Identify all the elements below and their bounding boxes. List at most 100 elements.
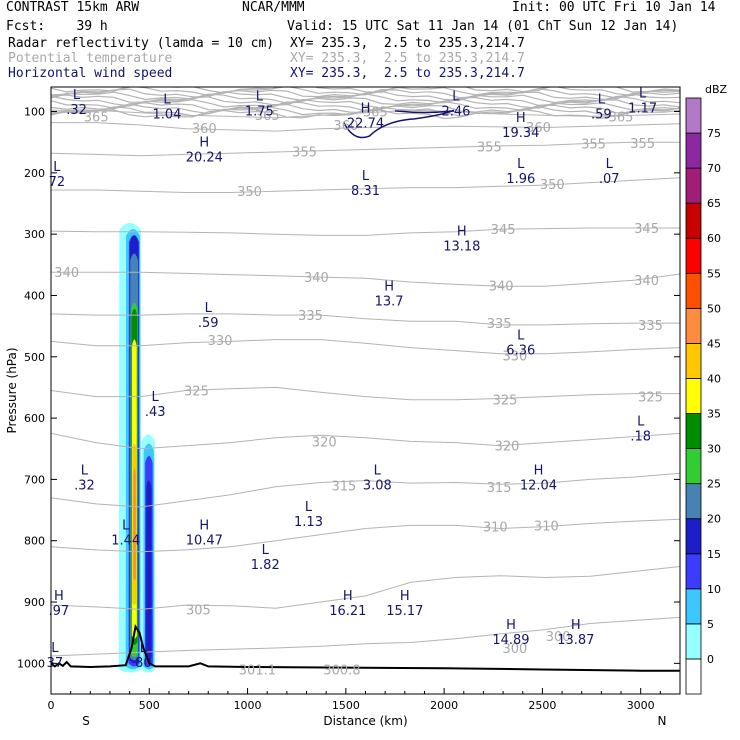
theta-band-line xyxy=(51,90,680,102)
colorbar-label: 0 xyxy=(707,653,714,666)
wind-extremum-type: L xyxy=(140,641,148,656)
axes: 100 200 300 400 500 600 700 800 900 1000 0 500 1000 1… xyxy=(5,106,680,728)
theta-label: 340 xyxy=(304,271,329,286)
wind-extremum-type: L xyxy=(51,641,59,656)
valid-time: Valid: 15 UTC Sat 11 Jan 14 (01 ChT Sun … xyxy=(287,19,679,34)
theta-label: 325 xyxy=(493,394,518,409)
colorbar-swatch xyxy=(685,518,702,555)
theta-label: 365 xyxy=(363,106,388,121)
wind-extremum-type: L xyxy=(205,301,213,316)
colorbar-label: 60 xyxy=(707,232,721,245)
colorbar-label: 15 xyxy=(707,548,721,561)
y-tick-label: 400 xyxy=(24,289,45,302)
wind-extremum-value: 16.21 xyxy=(329,604,366,619)
wind-extremum-type: H xyxy=(534,463,544,478)
wind-extremum-type: L xyxy=(53,160,61,175)
wind-extremum-value: .18 xyxy=(630,429,651,444)
theta-label: 365 xyxy=(609,110,634,125)
wind-extremum-value: 13.87 xyxy=(557,633,594,648)
theta-label: 300.8 xyxy=(323,663,360,678)
x-tick-label: 1500 xyxy=(332,699,360,712)
y-tick-label: 1000 xyxy=(17,657,45,670)
theta-contour-320 xyxy=(51,432,680,450)
theta-label: 315 xyxy=(331,480,356,495)
x-tick-label: 2500 xyxy=(528,699,556,712)
wind-extremum-type: H xyxy=(516,111,526,126)
theta-label: 340 xyxy=(634,274,659,289)
theta-label: 355 xyxy=(477,140,502,155)
colorbar-label: 25 xyxy=(707,478,721,491)
colorbar-swatch xyxy=(685,237,702,274)
colorbar-swatch xyxy=(685,343,702,379)
wind-extremum-value: 1.82 xyxy=(251,558,280,573)
wind-extremum-type: L xyxy=(517,157,525,172)
wind-extremum-type: L xyxy=(256,89,264,104)
theta-label: 300 xyxy=(546,630,571,645)
theta-contour-340 xyxy=(51,271,680,287)
y-tick-label: 200 xyxy=(24,167,45,180)
y-tick-label: 800 xyxy=(24,535,45,548)
theta-label: 300 xyxy=(502,642,527,657)
wind-extremum-value: 8.31 xyxy=(351,184,380,199)
colorbar-label: 70 xyxy=(707,162,721,175)
wind-extremum-value: .43 xyxy=(145,405,166,420)
reflectivity-cell xyxy=(146,480,152,661)
wind-extremum-type: L xyxy=(122,519,130,534)
wind-extremum-value: 1.96 xyxy=(506,172,535,187)
theta-label: 355 xyxy=(630,137,655,152)
field-wind-xy: XY= 235.3, 2.5 to 235.3,214.7 xyxy=(290,66,525,81)
theta-contour-355 xyxy=(51,141,680,157)
wind-extremum-value: 13.18 xyxy=(443,239,480,254)
theta-contour-365 xyxy=(51,109,680,119)
colorbar-label: 50 xyxy=(707,302,721,315)
theta-label: 325 xyxy=(638,391,663,406)
wind-extremum-type: L xyxy=(152,390,160,405)
x-tick-label: 1000 xyxy=(234,699,262,712)
colorbar-label: 65 xyxy=(707,197,721,210)
wind-extremum-type: L xyxy=(73,88,81,103)
theta-label: 315 xyxy=(487,481,512,496)
colorbar-label: 55 xyxy=(707,267,721,280)
field-theta-xy: XY= 235.3, 2.5 to 235.3,214.7 xyxy=(290,51,525,66)
x-tick-label: 0 xyxy=(48,699,55,712)
wind-extremum-value: 10.47 xyxy=(186,534,223,549)
theta-label: 330 xyxy=(502,350,527,365)
theta-label: 360 xyxy=(526,121,551,136)
wind-extremum-type: H xyxy=(199,135,209,150)
colorbar: 0 5 10 15 20 25 30 35 40 45 50 55 60 65 70 75 dBZ xyxy=(685,83,728,695)
wind-extremum-type: L xyxy=(452,89,460,104)
wind-isotach xyxy=(394,110,455,114)
theta-contour-310 xyxy=(51,518,680,553)
colorbar-label: 40 xyxy=(707,372,721,385)
wind-extremum-value: 22.74 xyxy=(347,117,384,132)
x-tick-label: 2000 xyxy=(430,699,458,712)
wind-extremum-type: L xyxy=(517,329,525,344)
theta-contour-335 xyxy=(51,313,680,326)
reflectivity-cell xyxy=(133,468,136,581)
wind-extremum-value: 12.04 xyxy=(520,478,557,493)
field-wind-name: Horizontal wind speed xyxy=(8,66,173,81)
theta-label: 345 xyxy=(634,222,659,237)
init-time: Init: 00 UTC Fri 10 Jan 14 xyxy=(512,0,716,15)
theta-contour-325 xyxy=(51,386,680,401)
colorbar-label: 30 xyxy=(707,443,721,456)
wind-extremum-type: H xyxy=(343,589,353,604)
theta-band-line xyxy=(51,93,680,104)
wind-extremum-type: L xyxy=(163,92,171,107)
theta-band-line xyxy=(51,87,680,94)
theta-contour-315 xyxy=(51,472,680,508)
wind-extremum-value: 80 xyxy=(135,656,152,671)
colorbar-swatch xyxy=(685,553,702,590)
theta-label: 335 xyxy=(638,319,663,334)
wind-extremum-value: 2.46 xyxy=(441,104,470,119)
wind-extremum-value: 15.17 xyxy=(386,604,423,619)
terrain-line xyxy=(51,623,680,672)
theta-label: 310 xyxy=(534,519,559,534)
colorbar-swatch xyxy=(685,623,702,660)
wind-extremum-type: L xyxy=(637,414,645,429)
theta-label: 355 xyxy=(292,145,317,160)
theta-band-line xyxy=(51,98,680,109)
wind-extremum-type: H xyxy=(571,618,581,633)
y-tick-label: 700 xyxy=(24,473,45,486)
colorbar-label: 45 xyxy=(707,337,721,350)
